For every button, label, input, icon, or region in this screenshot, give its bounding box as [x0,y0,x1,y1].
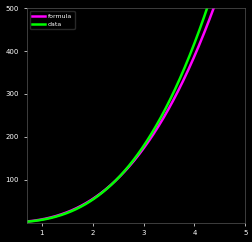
Legend: formula, data: formula, data [30,11,74,30]
data [155,123,158,126]
formula [204,27,207,30]
formula [155,128,158,130]
data [129,162,132,165]
Line: data: data [27,0,244,222]
data [25,220,28,223]
data [130,161,133,164]
formula [130,162,133,165]
data [204,10,207,13]
formula [143,145,146,148]
formula [25,220,28,223]
formula [129,163,132,166]
data [143,143,146,145]
Line: formula: formula [27,0,244,221]
